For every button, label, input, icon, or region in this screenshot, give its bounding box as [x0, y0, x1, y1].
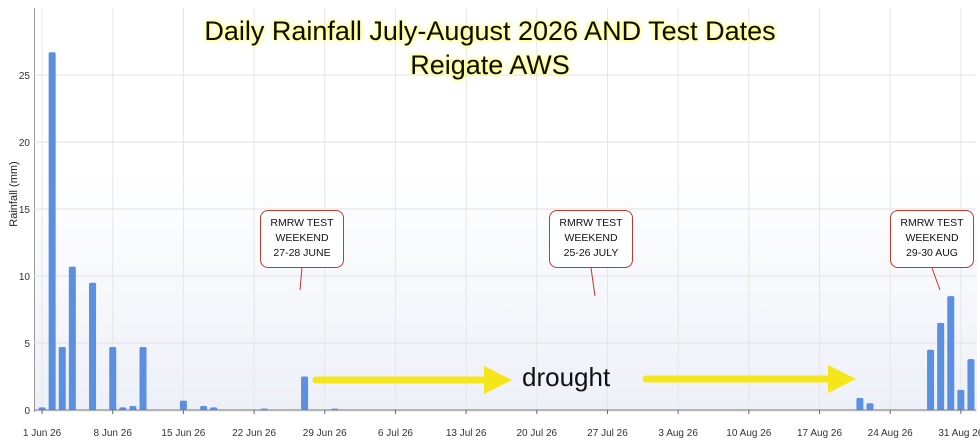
x-tick-label: 13 Jul 26 [446, 428, 487, 439]
y-tick-label: 0 [24, 406, 30, 417]
rainfall-bar [200, 405, 208, 410]
callout-july-line1: RMRW TEST [559, 217, 623, 229]
y-tick-label: 5 [24, 339, 30, 350]
x-tick-label: 6 Jul 26 [378, 428, 413, 439]
rainfall-bar [967, 359, 975, 410]
callout-june-line1: RMRW TEST [270, 217, 334, 229]
callout-july-line3: 25-26 JULY [563, 247, 619, 259]
drought-arrow-left-head [484, 366, 512, 394]
rainfall-bar [937, 322, 945, 410]
rainfall-bar [58, 347, 66, 410]
x-tick-label: 22 Jun 26 [232, 428, 276, 439]
callout-pointer [931, 267, 941, 291]
rainfall-bar [89, 282, 97, 410]
x-tick-label: 17 Aug 26 [797, 428, 842, 439]
rainfall-bar [109, 347, 117, 410]
y-tick-label: 25 [19, 71, 31, 82]
callout-aug-test: RMRW TEST WEEKEND 29-30 AUG [890, 210, 974, 268]
rainfall-bar [68, 266, 76, 410]
rainfall-bar [947, 296, 955, 410]
rainfall-bar [48, 52, 56, 410]
rainfall-bar [119, 407, 127, 410]
callout-aug-line3: 29-30 AUG [906, 247, 958, 259]
callout-june-line2: WEEKEND [275, 232, 329, 244]
chart-title: Daily Rainfall July-August 2026 AND Test… [204, 16, 776, 46]
callout-june-line3: 27-28 JUNE [273, 247, 331, 259]
rainfall-bar [866, 403, 874, 410]
rainfall-bar [927, 349, 935, 410]
drought-label: drought [522, 362, 611, 392]
x-tick-label: 1 Jun 26 [23, 428, 62, 439]
callout-aug-line1: RMRW TEST [900, 217, 964, 229]
y-axis-label: Rainfall (mm) [8, 161, 20, 227]
callout-july-line2: WEEKEND [564, 232, 618, 244]
y-tick-label: 10 [19, 272, 31, 283]
x-tick-label: 20 Jul 26 [516, 428, 557, 439]
x-tick-label: 27 Jul 26 [587, 428, 628, 439]
x-tick-label: 3 Aug 26 [658, 428, 698, 439]
callout-pointer [590, 267, 596, 297]
x-tick-label: 15 Jun 26 [161, 428, 205, 439]
y-tick-label: 15 [19, 205, 31, 216]
callout-june-test: RMRW TEST WEEKEND 27-28 JUNE [260, 210, 344, 268]
rainfall-bar [301, 376, 309, 410]
rainfall-bar [210, 407, 218, 410]
x-tick-label: 29 Jun 26 [303, 428, 347, 439]
x-tick-label: 24 Aug 26 [868, 428, 913, 439]
drought-arrow-right-head [828, 365, 856, 393]
x-tick-label: 10 Aug 26 [726, 428, 771, 439]
rainfall-bar [139, 347, 147, 410]
rainfall-bar [957, 389, 965, 410]
y-tick-label: 20 [19, 138, 31, 149]
rainfall-bar [38, 407, 46, 410]
x-tick-label: 8 Jun 26 [94, 428, 133, 439]
callout-aug-line2: WEEKEND [905, 232, 959, 244]
callout-pointer [299, 267, 303, 291]
chart-subtitle: Reigate AWS [410, 50, 570, 80]
callout-july-test: RMRW TEST WEEKEND 25-26 JULY [549, 210, 633, 268]
rainfall-bar [856, 397, 864, 410]
x-tick-label: 31 Aug 26 [938, 428, 980, 439]
rainfall-bar [129, 405, 137, 410]
rainfall-bar [179, 400, 187, 410]
